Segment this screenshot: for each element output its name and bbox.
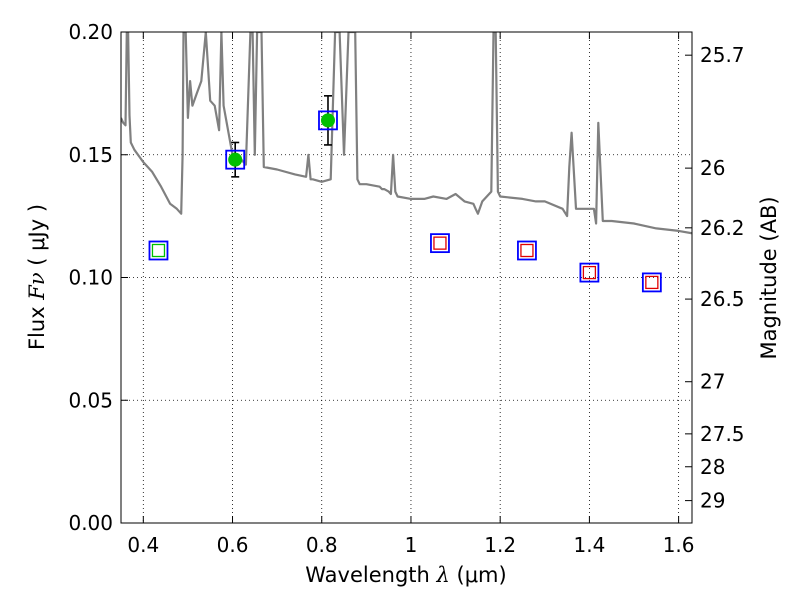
y-tick-label: 0.15 [68,143,113,167]
spectrum-line [121,32,692,235]
y2-tick-label: 26.2 [700,216,745,240]
upper-limit-point [520,243,534,258]
photometry-points [148,95,662,293]
grid-lines [121,31,692,524]
x-axis-label: Wavelength λ (μm) [305,563,506,587]
band-box [318,110,338,131]
upper-limit-point [433,236,447,250]
upper-limit-point [582,265,597,280]
x-tick-label: 1.4 [573,533,605,557]
spectrum-series [121,32,692,235]
y2-tick-label: 26.5 [700,287,745,311]
y-axis-label: Flux Fν ( μJy ) [25,204,49,350]
y-tick-label: 0.00 [68,511,113,535]
detection-point [320,113,335,128]
y2-tick-label: 26 [700,156,725,180]
x-tick-label: 0.8 [306,533,338,557]
y2-tick-label: 27 [700,370,725,394]
y-tick-label: 0.10 [68,266,113,290]
y2-tick-label: 27.5 [700,422,745,446]
band-box [148,240,169,261]
x-tick-label: 1.6 [663,533,695,557]
y2-tick-label: 29 [700,489,725,513]
x-tick-label: 1.2 [484,533,516,557]
band-box [225,149,246,170]
x-tick-label: 1 [405,533,418,557]
upper-limit-point [645,275,659,290]
x-tick-label: 0.4 [127,533,159,557]
y-tick-label: 0.20 [68,20,113,44]
y2-tick-label: 25.7 [700,43,745,67]
upper-limit-point [151,243,166,258]
y2-axis-label: Magnitude (AB) [757,196,781,359]
axis-ticks: 0.4 0.6 0.8 1 1.2 1.4 1.6 0.00 0.05 0.10 0.15 0.20 2… [68,20,744,557]
x-tick-label: 0.6 [217,533,249,557]
detection-point [228,152,243,167]
y2-tick-label: 28 [700,455,725,479]
plot-frame [120,31,693,524]
y-tick-label: 0.05 [68,388,113,412]
band-box [641,272,662,293]
band-box [517,240,537,261]
band-box [579,262,600,283]
band-box [430,233,450,254]
